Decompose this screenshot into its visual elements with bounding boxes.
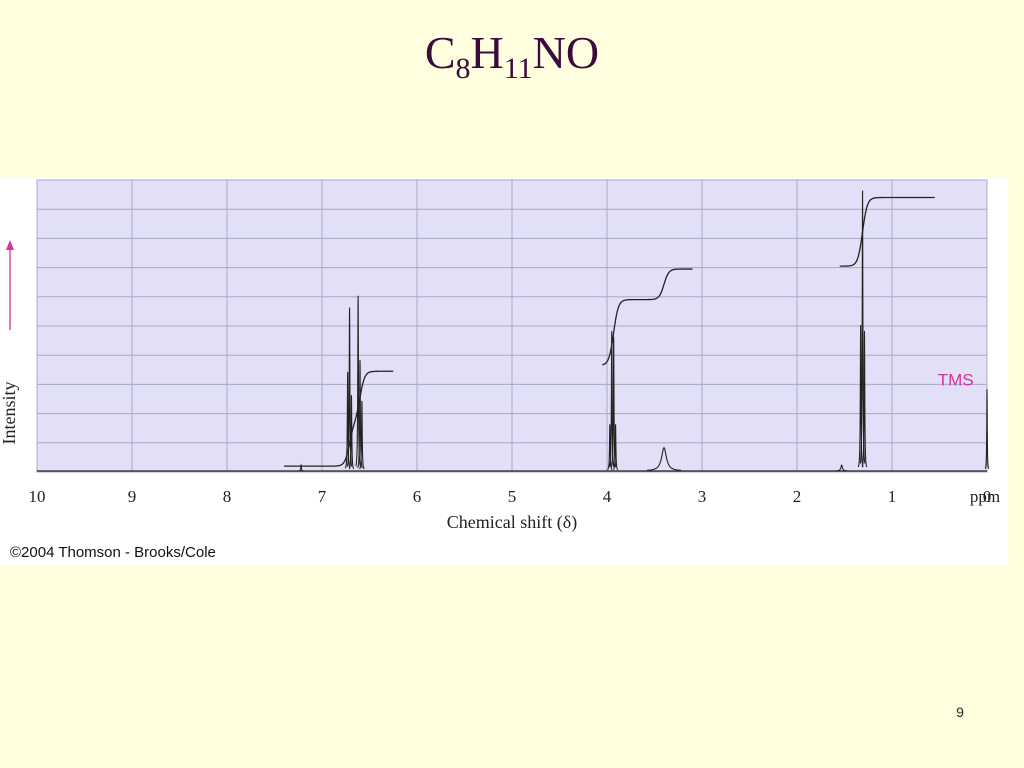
- x-tick-label: 6: [413, 487, 422, 506]
- x-tick-label: 10: [29, 487, 46, 506]
- spectrum-peak: [646, 446, 682, 471]
- integration-curve: [602, 268, 693, 366]
- x-axis-title: Chemical shift (δ): [447, 512, 577, 533]
- title-h: H: [470, 27, 504, 78]
- spectrum-peak: [359, 400, 365, 470]
- spectrum-peak: [607, 424, 613, 471]
- spectrum-peak: [861, 330, 868, 468]
- title-c-subscript: 8: [455, 52, 471, 85]
- x-tick-label: 7: [318, 487, 327, 506]
- x-tick-label: 3: [698, 487, 707, 506]
- x-tick-label: 8: [223, 487, 232, 506]
- slide-title: C8H11NO: [0, 26, 1024, 84]
- integration-curve: [839, 196, 935, 267]
- x-tick-label: 1: [888, 487, 897, 506]
- y-axis-arrowhead: [6, 240, 14, 250]
- spectrum-peak: [357, 360, 363, 469]
- x-tick-label: 4: [603, 487, 612, 506]
- nmr-figure: 10 9 8 7 6 5 4 3 2 1 0 ppm Chemical shift (δ) Intensi…: [0, 178, 1008, 566]
- spectrum-peak: [298, 463, 304, 472]
- spectrum-peak: [984, 389, 990, 469]
- title-rest: NO: [532, 27, 600, 78]
- spectrum-peak: [344, 371, 351, 469]
- title-c: C: [424, 27, 456, 78]
- x-tick-label: 5: [508, 487, 517, 506]
- tms-annotation: TMS: [938, 370, 974, 389]
- spectrum-peak: [348, 395, 355, 470]
- spectrum-peak: [608, 330, 615, 468]
- x-tick-label: 9: [128, 487, 137, 506]
- x-unit-label: ppm: [970, 487, 1000, 506]
- integration-curve: [284, 370, 394, 467]
- x-tick-label: 0: [983, 487, 992, 506]
- slide-number: 9: [956, 704, 964, 720]
- title-h-subscript: 11: [503, 52, 533, 85]
- spectrum-peak: [835, 464, 848, 472]
- x-tick-label: 2: [793, 487, 802, 506]
- y-axis-title: Intensity: [0, 382, 19, 445]
- spectrum-peak: [612, 424, 619, 471]
- spectrum-peak: [857, 324, 864, 468]
- copyright-notice: ©2004 Thomson - Brooks/Cole: [10, 544, 216, 561]
